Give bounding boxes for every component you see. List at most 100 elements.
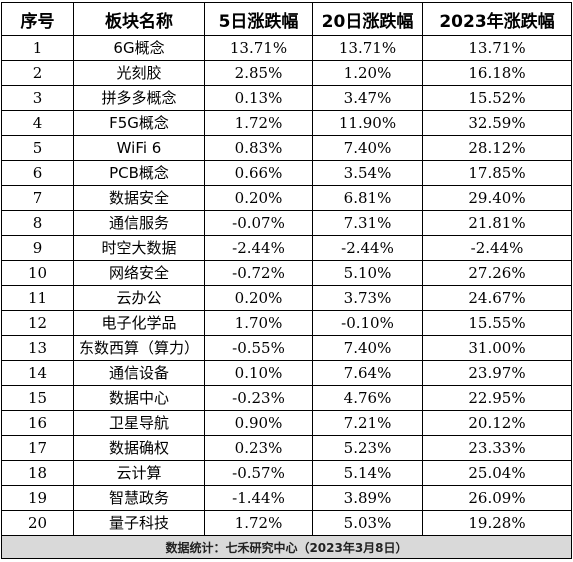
table-row: 19 智慧政务 -1.44% 3.89% 26.09% — [1, 485, 572, 511]
cell-index: 12 — [1, 310, 74, 336]
table-row: 14 通信设备 0.10% 7.64% 23.97% — [1, 360, 572, 386]
cell-2023-change: 15.55% — [422, 310, 572, 336]
cell-5day-change: -0.07% — [204, 210, 313, 236]
cell-2023-change: -2.44% — [422, 235, 572, 261]
cell-index: 6 — [1, 160, 74, 186]
cell-sector-name: 电子化学品 — [73, 310, 205, 336]
cell-5day-change: 1.72% — [204, 510, 313, 536]
table-row: 12 电子化学品 1.70% -0.10% 15.55% — [1, 310, 572, 336]
cell-2023-change: 23.97% — [422, 360, 572, 386]
cell-sector-name: 云计算 — [73, 460, 205, 486]
cell-5day-change: -0.57% — [204, 460, 313, 486]
cell-index: 13 — [1, 335, 74, 361]
cell-20day-change: 7.21% — [312, 410, 423, 436]
cell-20day-change: 7.40% — [312, 135, 423, 161]
cell-5day-change: 0.90% — [204, 410, 313, 436]
cell-sector-name: 数据安全 — [73, 185, 205, 211]
cell-20day-change: 3.73% — [312, 285, 423, 311]
cell-20day-change: 5.10% — [312, 260, 423, 286]
cell-20day-change: -0.10% — [312, 310, 423, 336]
cell-5day-change: 1.72% — [204, 110, 313, 136]
cell-index: 4 — [1, 110, 74, 136]
table-body: 1 6G概念 13.71% 13.71% 13.71% 2 光刻胶 2.85% 1.20% 16.… — [1, 35, 572, 536]
data-source-note: 数据统计：七禾研究中心（2023年3月8日） — [1, 535, 572, 559]
cell-index: 16 — [1, 410, 74, 436]
cell-2023-change: 22.95% — [422, 385, 572, 411]
cell-sector-name: 通信设备 — [73, 360, 205, 386]
cell-sector-name: 通信服务 — [73, 210, 205, 236]
table-row: 20 量子科技 1.72% 5.03% 19.28% — [1, 510, 572, 536]
cell-5day-change: 0.20% — [204, 285, 313, 311]
cell-5day-change: 1.70% — [204, 310, 313, 336]
cell-sector-name: 数据中心 — [73, 385, 205, 411]
cell-sector-name: 时空大数据 — [73, 235, 205, 261]
cell-2023-change: 16.18% — [422, 60, 572, 86]
cell-2023-change: 24.67% — [422, 285, 572, 311]
table-row: 15 数据中心 -0.23% 4.76% 22.95% — [1, 385, 572, 411]
table-row: 5 WiFi 6 0.83% 7.40% 28.12% — [1, 135, 572, 161]
cell-2023-change: 19.28% — [422, 510, 572, 536]
cell-sector-name: 卫星导航 — [73, 410, 205, 436]
header-sector-name: 板块名称 — [73, 2, 205, 36]
table-row: 2 光刻胶 2.85% 1.20% 16.18% — [1, 60, 572, 86]
cell-2023-change: 26.09% — [422, 485, 572, 511]
cell-2023-change: 32.59% — [422, 110, 572, 136]
cell-sector-name: 网络安全 — [73, 260, 205, 286]
cell-2023-change: 23.33% — [422, 435, 572, 461]
cell-sector-name: 东数西算（算力） — [73, 335, 205, 361]
cell-index: 17 — [1, 435, 74, 461]
cell-5day-change: -2.44% — [204, 235, 313, 261]
cell-2023-change: 15.52% — [422, 85, 572, 111]
cell-20day-change: 5.14% — [312, 460, 423, 486]
header-row: 序号 板块名称 5日涨跌幅 20日涨跌幅 2023年涨跌幅 — [1, 2, 572, 36]
table-row: 4 F5G概念 1.72% 11.90% 32.59% — [1, 110, 572, 136]
cell-5day-change: 0.20% — [204, 185, 313, 211]
cell-20day-change: 13.71% — [312, 35, 423, 61]
cell-20day-change: 7.31% — [312, 210, 423, 236]
cell-index: 14 — [1, 360, 74, 386]
header-20day-change: 20日涨跌幅 — [312, 2, 423, 36]
header-2023-change: 2023年涨跌幅 — [422, 2, 572, 36]
table-row: 16 卫星导航 0.90% 7.21% 20.12% — [1, 410, 572, 436]
cell-sector-name: F5G概念 — [73, 110, 205, 136]
cell-20day-change: 11.90% — [312, 110, 423, 136]
table-row: 8 通信服务 -0.07% 7.31% 21.81% — [1, 210, 572, 236]
cell-5day-change: 0.10% — [204, 360, 313, 386]
header-index: 序号 — [1, 2, 74, 36]
cell-5day-change: -1.44% — [204, 485, 313, 511]
cell-sector-name: PCB概念 — [73, 160, 205, 186]
cell-20day-change: -2.44% — [312, 235, 423, 261]
table-row: 18 云计算 -0.57% 5.14% 25.04% — [1, 460, 572, 486]
cell-5day-change: 0.13% — [204, 85, 313, 111]
cell-index: 8 — [1, 210, 74, 236]
cell-5day-change: 0.66% — [204, 160, 313, 186]
cell-2023-change: 13.71% — [422, 35, 572, 61]
table-row: 9 时空大数据 -2.44% -2.44% -2.44% — [1, 235, 572, 261]
cell-index: 7 — [1, 185, 74, 211]
cell-20day-change: 3.54% — [312, 160, 423, 186]
cell-sector-name: 量子科技 — [73, 510, 205, 536]
cell-20day-change: 3.89% — [312, 485, 423, 511]
cell-index: 19 — [1, 485, 74, 511]
footer-row: 数据统计：七禾研究中心（2023年3月8日） — [1, 535, 572, 559]
cell-20day-change: 7.64% — [312, 360, 423, 386]
table-row: 1 6G概念 13.71% 13.71% 13.71% — [1, 35, 572, 61]
cell-sector-name: 云办公 — [73, 285, 205, 311]
cell-20day-change: 5.23% — [312, 435, 423, 461]
cell-5day-change: -0.72% — [204, 260, 313, 286]
cell-20day-change: 5.03% — [312, 510, 423, 536]
cell-sector-name: 6G概念 — [73, 35, 205, 61]
table-row: 3 拼多多概念 0.13% 3.47% 15.52% — [1, 85, 572, 111]
cell-index: 11 — [1, 285, 74, 311]
cell-sector-name: 智慧政务 — [73, 485, 205, 511]
table-row: 10 网络安全 -0.72% 5.10% 27.26% — [1, 260, 572, 286]
table-row: 13 东数西算（算力） -0.55% 7.40% 31.00% — [1, 335, 572, 361]
cell-sector-name: 光刻胶 — [73, 60, 205, 86]
cell-2023-change: 29.40% — [422, 185, 572, 211]
cell-index: 3 — [1, 85, 74, 111]
cell-index: 2 — [1, 60, 74, 86]
table-row: 6 PCB概念 0.66% 3.54% 17.85% — [1, 160, 572, 186]
header-5day-change: 5日涨跌幅 — [204, 2, 313, 36]
cell-2023-change: 31.00% — [422, 335, 572, 361]
